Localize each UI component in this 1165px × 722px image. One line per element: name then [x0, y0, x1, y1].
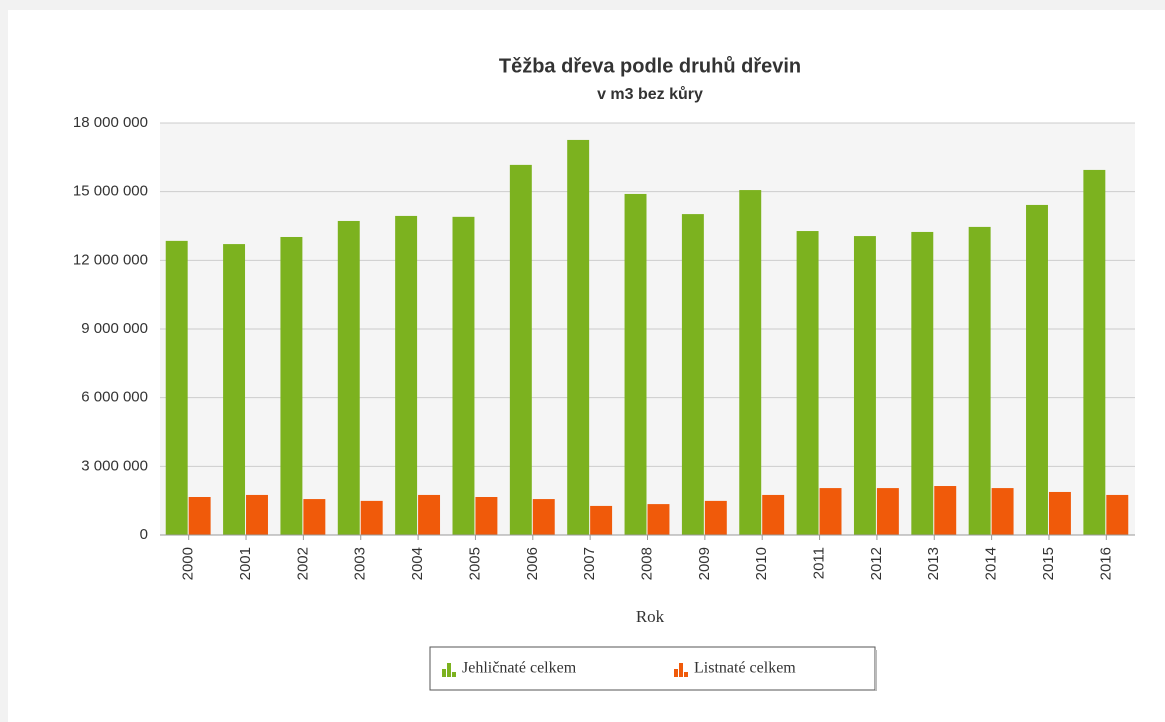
y-tick-label: 6 000 000 [81, 389, 148, 406]
bar [762, 494, 785, 535]
bar [360, 500, 383, 535]
chart-title: Těžba dřeva podle druhů dřevin [499, 55, 801, 77]
x-tick-label: 2000 [180, 547, 197, 580]
legend-icon [679, 663, 683, 677]
x-tick-label: 2008 [638, 547, 655, 580]
bar [452, 216, 475, 535]
bar [991, 488, 1014, 535]
x-tick-label: 2011 [811, 547, 828, 579]
x-tick-label: 2007 [581, 547, 598, 580]
bar [418, 494, 441, 535]
y-tick-label: 12 000 000 [73, 251, 148, 268]
y-tick-label: 18 000 000 [73, 114, 148, 131]
bar [1048, 491, 1071, 535]
bar [681, 214, 704, 535]
chart-subtitle: v m3 bez kůry [597, 86, 703, 103]
y-tick-label: 3 000 000 [81, 457, 148, 474]
bar [475, 497, 498, 535]
bar [624, 193, 647, 535]
y-tick-label: 0 [140, 526, 148, 543]
legend-label: Listnaté celkem [694, 660, 796, 677]
legend-icon [674, 669, 678, 677]
bar [223, 244, 246, 536]
x-tick-label: 2015 [1040, 547, 1057, 580]
bar [165, 240, 188, 535]
x-tick-label: 2006 [524, 547, 541, 580]
x-tick-label: 2003 [352, 547, 369, 580]
x-tick-label: 2010 [753, 547, 770, 580]
bar [968, 226, 991, 535]
bar [934, 486, 957, 535]
x-tick-label: 2005 [466, 547, 483, 580]
legend-icon [452, 672, 456, 677]
x-tick-label: 2012 [868, 547, 885, 580]
bar [876, 488, 899, 535]
legend-icon [684, 672, 688, 677]
bar [819, 488, 842, 535]
bar [1106, 494, 1129, 535]
bar [1083, 169, 1106, 535]
bar [1026, 204, 1048, 536]
bar [532, 499, 555, 535]
bar [280, 236, 303, 535]
bar [704, 500, 727, 535]
legend-icon [447, 663, 451, 677]
x-tick-label: 2013 [925, 547, 942, 580]
x-tick-label: 2002 [294, 547, 311, 580]
x-axis-label: Rok [636, 607, 665, 626]
legend [429, 646, 876, 691]
bar [246, 494, 268, 535]
bar [911, 231, 934, 535]
bar [647, 504, 670, 535]
x-tick-label: 2016 [1097, 547, 1114, 580]
bar [303, 499, 326, 535]
bar [739, 190, 762, 535]
bar [567, 139, 590, 535]
x-tick-label: 2001 [237, 547, 254, 580]
bar [188, 497, 211, 535]
legend-icon [442, 669, 446, 677]
x-tick-label: 2014 [983, 547, 1000, 580]
x-tick-label: 2004 [409, 547, 426, 580]
bar [337, 220, 360, 535]
bar [853, 236, 876, 535]
bar [509, 164, 532, 536]
legend-label: Jehličnaté celkem [462, 660, 577, 677]
y-tick-label: 15 000 000 [73, 183, 148, 200]
bar [590, 505, 613, 535]
x-tick-label: 2009 [696, 547, 713, 580]
bar [796, 231, 819, 535]
bar [395, 215, 418, 535]
y-tick-label: 9 000 000 [81, 320, 148, 337]
